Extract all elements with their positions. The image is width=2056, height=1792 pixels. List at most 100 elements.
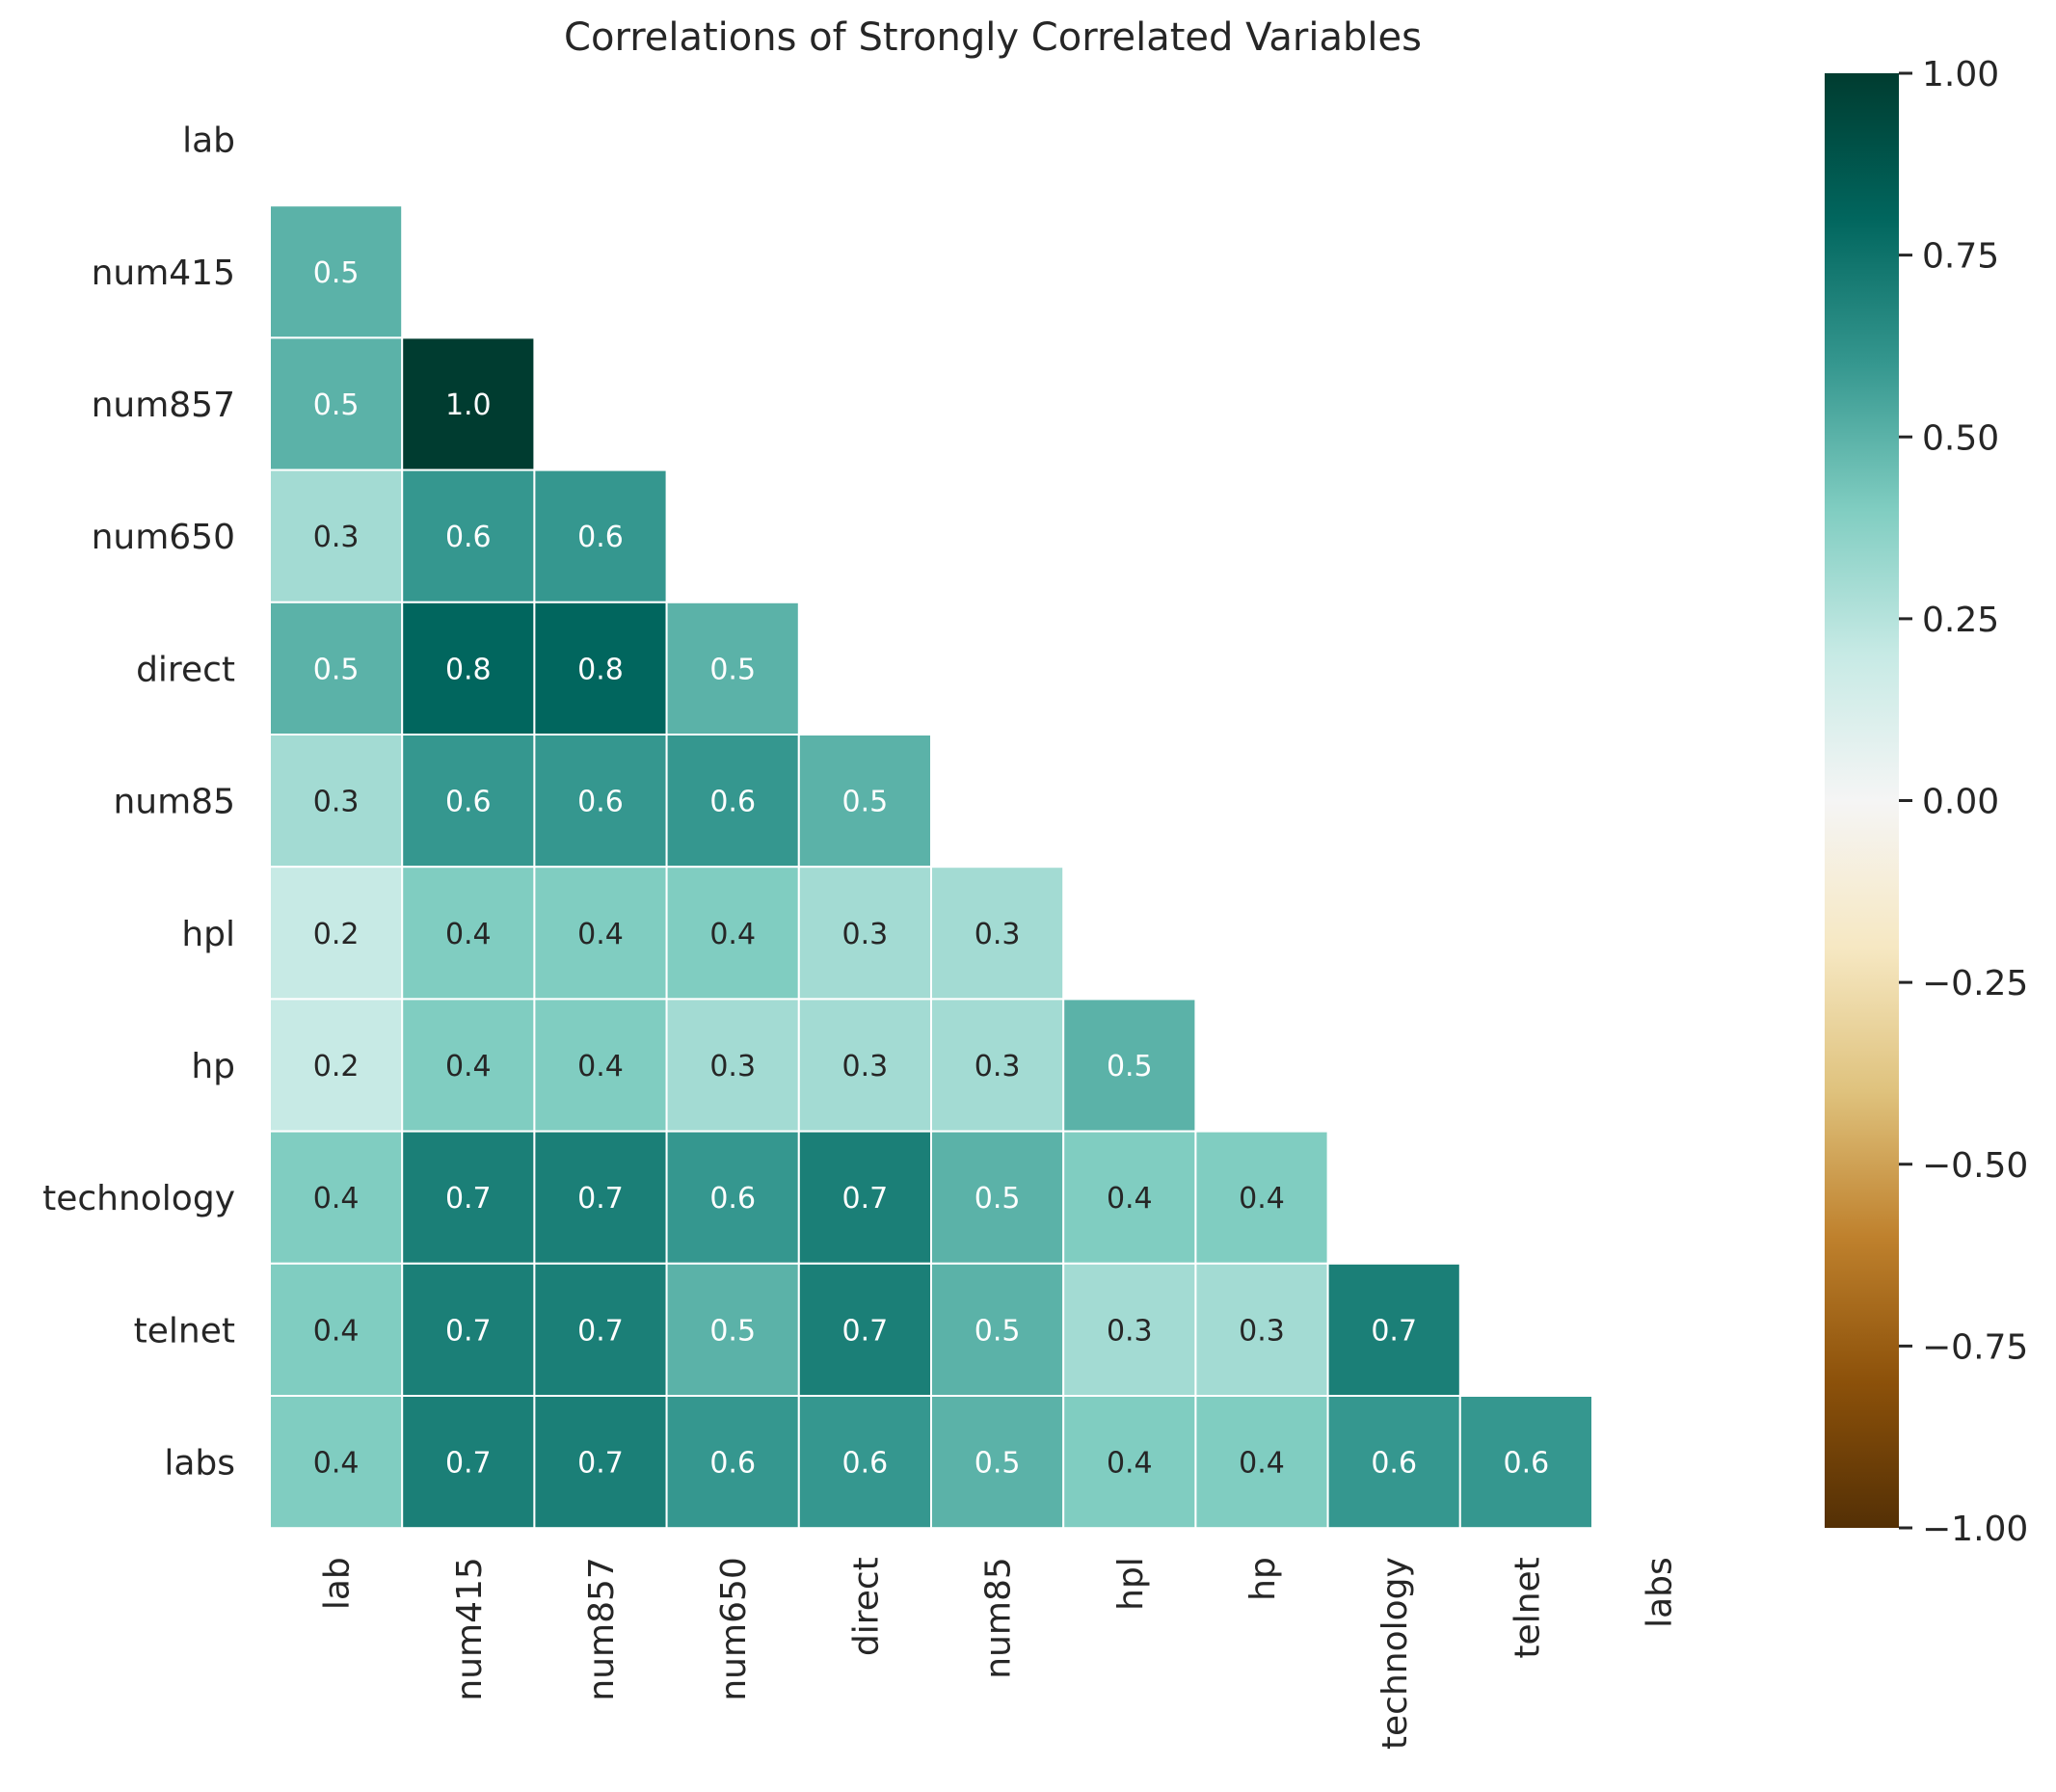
cell-annotation-hp-lab: 0.2 <box>313 1050 360 1083</box>
y-tick-label-technology: technology <box>42 1179 235 1218</box>
y-tick-label-hp: hp <box>191 1047 235 1086</box>
cell-annotation-telnet-technology: 0.7 <box>1371 1314 1417 1348</box>
x-tick-label-num650: num650 <box>714 1557 754 1700</box>
colorbar-tick-label: −1.00 <box>1922 1510 2028 1549</box>
cell-annotation-num85-num857: 0.6 <box>577 786 624 819</box>
y-tick-label-num415: num415 <box>92 254 235 293</box>
heatmap-cell-labs-hp <box>1194 1395 1329 1530</box>
cell-annotation-direct-lab: 0.5 <box>313 653 360 686</box>
heatmap-cell-hp-hpl <box>1062 998 1197 1133</box>
cell-annotation-hpl-direct: 0.3 <box>842 918 889 951</box>
cell-annotation-labs-num857: 0.7 <box>577 1447 624 1481</box>
heatmap-cell-telnet-lab <box>269 1262 404 1398</box>
x-tick-label-num857: num857 <box>582 1557 622 1700</box>
heatmap-cell-num857-num415 <box>401 336 536 471</box>
cell-annotation-labs-hp: 0.4 <box>1239 1447 1285 1481</box>
cell-annotation-telnet-lab: 0.4 <box>313 1314 360 1348</box>
x-tick-label-labs: labs <box>1641 1557 1680 1628</box>
heatmap-cell-hpl-lab <box>269 866 404 1001</box>
cell-annotation-technology-num415: 0.7 <box>445 1182 492 1216</box>
cell-annotation-telnet-num85: 0.5 <box>975 1314 1021 1348</box>
heatmap-cell-labs-technology <box>1326 1395 1461 1530</box>
cell-annotation-labs-technology: 0.6 <box>1371 1447 1417 1481</box>
x-tick-label-direct: direct <box>846 1557 886 1656</box>
heatmap-cell-num415-lab <box>269 204 404 339</box>
cell-annotation-num85-direct: 0.5 <box>842 786 889 819</box>
cell-annotation-technology-direct: 0.7 <box>842 1182 889 1216</box>
heatmap-cell-telnet-technology <box>1326 1262 1461 1398</box>
colorbar-tick-label: 1.00 <box>1922 55 1999 94</box>
cell-annotation-labs-telnet: 0.6 <box>1504 1447 1550 1481</box>
cell-annotation-telnet-num857: 0.7 <box>577 1314 624 1348</box>
heatmap-cell-telnet-hpl <box>1062 1262 1197 1398</box>
cell-annotation-labs-num85: 0.5 <box>975 1447 1021 1481</box>
heatmap-cell-hpl-num650 <box>665 866 800 1001</box>
x-tick-label-telnet: telnet <box>1508 1557 1547 1658</box>
x-tick-label-num415: num415 <box>450 1557 490 1700</box>
heatmap-cell-direct-num415 <box>401 601 536 736</box>
heatmap-cell-labs-lab <box>269 1395 404 1530</box>
cell-annotation-telnet-num415: 0.7 <box>445 1314 492 1348</box>
colorbar-tick-label: −0.25 <box>1922 964 2028 1003</box>
cell-annotation-labs-lab: 0.4 <box>313 1447 360 1481</box>
cell-annotation-direct-num415: 0.8 <box>445 653 492 686</box>
cell-annotation-labs-hpl: 0.4 <box>1107 1447 1153 1481</box>
cell-annotation-num650-lab: 0.3 <box>313 521 360 554</box>
heatmap-cell-hp-lab <box>269 998 404 1133</box>
colorbar-tick-label: 0.00 <box>1922 783 1999 822</box>
cell-annotation-labs-num415: 0.7 <box>445 1447 492 1481</box>
heatmap-annotations: 0.5 0.5 1.0 0.3 0.6 0.6 0.5 0.8 0.8 0.5 0.3 0.6 0.6 0… <box>313 256 1550 1481</box>
chart-title: Correlations of Strongly Correlated Vari… <box>564 15 1422 60</box>
heatmap-cell-hpl-num415 <box>401 866 536 1001</box>
x-tick-label-hp: hp <box>1243 1557 1283 1601</box>
cell-annotation-technology-lab: 0.4 <box>313 1182 360 1216</box>
heatmap-cell-hp-num85 <box>930 998 1065 1133</box>
heatmap-cell-telnet-num650 <box>665 1262 800 1398</box>
heatmap-cell-labs-direct <box>797 1395 932 1530</box>
y-tick-label-direct: direct <box>136 650 235 689</box>
cell-annotation-labs-direct: 0.6 <box>842 1447 889 1481</box>
cell-annotation-num85-lab: 0.3 <box>313 786 360 819</box>
cell-annotation-technology-num85: 0.5 <box>975 1182 1021 1216</box>
colorbar: 1.00 0.75 0.50 0.25 0.00 −0.25 −0.50 −0.75 −1.00 <box>1825 55 2028 1549</box>
y-tick-label-hpl: hpl <box>181 915 235 954</box>
x-axis-tick-labels: lab num415 num857 num650 direct num85 hpl hp tec… <box>318 1557 1680 1750</box>
heatmap-cell-telnet-num415 <box>401 1262 536 1398</box>
heatmap-cell-labs-num857 <box>533 1395 668 1530</box>
y-tick-label-labs: labs <box>164 1444 235 1484</box>
heatmap-cell-num85-num415 <box>401 734 536 869</box>
colorbar-ticks: 1.00 0.75 0.50 0.25 0.00 −0.25 −0.50 −0.75 −1.00 <box>1899 55 2028 1549</box>
cell-annotation-technology-hpl: 0.4 <box>1107 1182 1153 1216</box>
cell-annotation-hpl-lab: 0.2 <box>313 918 360 951</box>
cell-annotation-num85-num415: 0.6 <box>445 786 492 819</box>
y-tick-label-num650: num650 <box>92 518 235 557</box>
y-tick-label-lab: lab <box>182 121 235 161</box>
heatmap-cell-technology-hp <box>1194 1130 1329 1265</box>
cell-annotation-hpl-num415: 0.4 <box>445 918 492 951</box>
cell-annotation-technology-hp: 0.4 <box>1239 1182 1285 1216</box>
y-axis-tick-labels: lab num415 num857 num650 direct num85 hpl hp tec… <box>42 121 235 1484</box>
x-tick-label-technology: technology <box>1375 1557 1415 1750</box>
heatmap-cell-num857-lab <box>269 336 404 471</box>
cell-annotation-telnet-direct: 0.7 <box>842 1314 889 1348</box>
cell-annotation-num415-lab: 0.5 <box>313 256 360 290</box>
x-tick-label-lab: lab <box>318 1557 358 1610</box>
cell-annotation-num650-num415: 0.6 <box>445 521 492 554</box>
cell-annotation-hp-num650: 0.3 <box>709 1050 756 1083</box>
heatmap-cell-hpl-direct <box>797 866 932 1001</box>
heatmap-cell-technology-lab <box>269 1130 404 1265</box>
y-tick-label-num857: num857 <box>92 386 235 425</box>
x-tick-label-num85: num85 <box>979 1557 1019 1679</box>
heatmap-cell-hp-num415 <box>401 998 536 1133</box>
heatmap-cell-labs-num415 <box>401 1395 536 1530</box>
cell-annotation-num650-num857: 0.6 <box>577 521 624 554</box>
colorbar-gradient <box>1825 73 1899 1528</box>
cell-annotation-hp-direct: 0.3 <box>842 1050 889 1083</box>
heatmap-cell-telnet-num857 <box>533 1262 668 1398</box>
heatmap-cell-hpl-num85 <box>930 866 1065 1001</box>
heatmap-cell-num650-num857 <box>533 468 668 603</box>
cell-annotation-direct-num650: 0.5 <box>709 653 756 686</box>
x-tick-label-hpl: hpl <box>1111 1557 1151 1611</box>
y-tick-label-telnet: telnet <box>134 1311 235 1351</box>
